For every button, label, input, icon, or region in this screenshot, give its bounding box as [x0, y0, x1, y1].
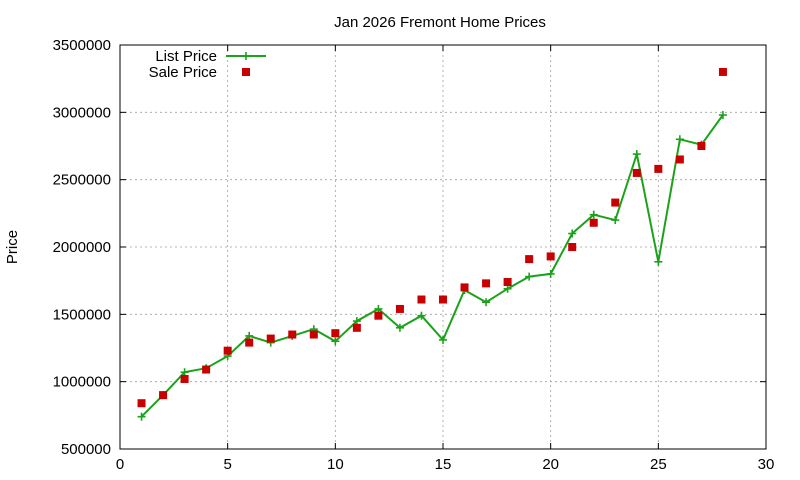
- sale-price-point: [395, 304, 404, 313]
- sale-price-point: [374, 311, 383, 320]
- sale-price-point: [352, 323, 361, 332]
- list-price-point: [417, 311, 426, 320]
- sale-price-point: [417, 295, 426, 304]
- x-tick-label: 30: [758, 456, 775, 473]
- plot-frame: [119, 44, 767, 450]
- list-price-point: [482, 298, 491, 307]
- sale-price-point: [180, 374, 189, 383]
- series-sale-price: [137, 67, 727, 408]
- sale-price-point: [159, 391, 168, 400]
- grid-lines: [120, 45, 766, 449]
- y-tick-label: 2000000: [53, 239, 111, 256]
- y-tick-label: 3500000: [53, 37, 111, 54]
- list-price-point: [439, 335, 447, 344]
- list-price-point: [675, 135, 684, 144]
- y-tick-label: 2500000: [53, 172, 111, 189]
- sale-price-point: [309, 330, 318, 339]
- list-price-point: [546, 269, 555, 278]
- legend-label: List Price: [155, 48, 217, 65]
- data-series: [137, 67, 727, 421]
- sale-price-point: [266, 334, 275, 343]
- list-price-line: [140, 114, 724, 418]
- list-price-point: [654, 257, 663, 266]
- list-price-point: [503, 284, 512, 293]
- sale-price-point: [288, 330, 297, 339]
- list-price-point: [137, 412, 146, 421]
- x-tick-label: 20: [542, 456, 559, 473]
- x-tick-label: 10: [327, 456, 344, 473]
- list-price-point: [395, 323, 404, 332]
- sale-price-point: [525, 255, 534, 264]
- sale-price-point: [460, 283, 469, 292]
- x-tick-label: 5: [223, 456, 231, 473]
- y-axis-label: Price: [4, 230, 21, 264]
- x-tick-label: 0: [116, 456, 124, 473]
- sale-price-point: [482, 279, 491, 288]
- x-tick-label: 25: [650, 456, 667, 473]
- list-price-point: [611, 216, 620, 225]
- list-price-point: [568, 229, 577, 238]
- y-tick-label: 1500000: [53, 306, 111, 323]
- sale-price-point: [632, 168, 641, 177]
- list-price-point: [245, 331, 254, 340]
- sale-price-point: [546, 252, 555, 261]
- legend-label: Sale Price: [149, 64, 217, 81]
- axis-ticks: 500000 1000000 1500000 2000000 2500000 300000…: [53, 37, 775, 473]
- sale-price-point: [611, 198, 620, 207]
- legend-cross-swatch: [242, 52, 250, 60]
- sale-price-point: [439, 295, 447, 304]
- list-price-point: [718, 111, 727, 120]
- list-price-point: [525, 272, 534, 281]
- sale-price-point: [137, 399, 146, 408]
- list-price-point: [331, 337, 340, 346]
- chart-title: Jan 2026 Fremont Home Prices: [334, 14, 546, 31]
- y-tick-label: 3000000: [53, 104, 111, 121]
- sale-price-point: [202, 365, 211, 374]
- sale-price-point: [589, 218, 598, 227]
- sale-price-point: [245, 338, 254, 347]
- list-price-point: [632, 150, 641, 159]
- sale-price-point: [568, 243, 577, 251]
- sale-price-point: [223, 346, 232, 355]
- list-price-point: [352, 317, 361, 326]
- y-tick-label: 1000000: [53, 374, 111, 391]
- sale-price-point: [675, 155, 684, 164]
- sale-price-point: [718, 67, 727, 76]
- sale-price-point: [697, 142, 706, 150]
- y-tick-label: 500000: [61, 441, 111, 458]
- legend-square-swatch: [242, 68, 250, 76]
- sale-price-point: [503, 278, 512, 287]
- sale-price-point: [331, 329, 340, 338]
- list-price-point: [589, 210, 598, 219]
- list-price-point: [180, 368, 189, 377]
- x-tick-label: 15: [435, 456, 452, 473]
- sale-price-point: [654, 164, 663, 173]
- series-list-price: [137, 111, 727, 421]
- list-price-point: [374, 304, 383, 313]
